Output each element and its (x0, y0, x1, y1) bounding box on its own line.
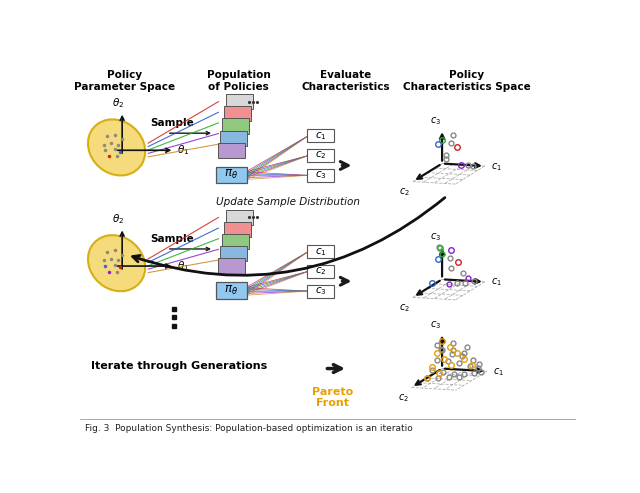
Text: $c_2$: $c_2$ (398, 392, 409, 404)
Text: $\pi_\theta$: $\pi_\theta$ (224, 284, 238, 297)
FancyBboxPatch shape (222, 234, 248, 249)
Text: Pareto
Front: Pareto Front (312, 387, 353, 408)
FancyBboxPatch shape (307, 169, 334, 182)
Text: $c_1$: $c_1$ (491, 161, 502, 173)
Text: Evaluate
Characteristics: Evaluate Characteristics (301, 70, 390, 92)
Ellipse shape (88, 235, 145, 291)
Text: Update Sample Distribution: Update Sample Distribution (216, 198, 360, 208)
Text: $c_1$: $c_1$ (493, 366, 504, 378)
Text: $c_3$: $c_3$ (315, 285, 326, 297)
Text: $c_1$: $c_1$ (315, 246, 326, 257)
FancyBboxPatch shape (307, 149, 334, 162)
Text: $c_1$: $c_1$ (315, 130, 326, 142)
Text: $c_2$: $c_2$ (399, 302, 410, 314)
FancyBboxPatch shape (307, 284, 334, 298)
Text: $c_3$: $c_3$ (429, 319, 441, 331)
Text: $c_3$: $c_3$ (429, 231, 441, 243)
Text: Population
of Policies: Population of Policies (207, 70, 271, 92)
FancyBboxPatch shape (226, 94, 253, 109)
FancyBboxPatch shape (218, 142, 244, 158)
FancyArrowPatch shape (132, 198, 445, 275)
Text: Fig. 3  Population Synthesis: Population-based optimization is an iteratio: Fig. 3 Population Synthesis: Population-… (85, 423, 413, 432)
FancyBboxPatch shape (218, 258, 244, 274)
FancyBboxPatch shape (224, 222, 251, 237)
Text: Sample: Sample (150, 118, 194, 128)
FancyBboxPatch shape (222, 118, 248, 134)
FancyBboxPatch shape (216, 167, 246, 183)
FancyBboxPatch shape (216, 282, 246, 299)
Text: Policy
Characteristics Space: Policy Characteristics Space (403, 70, 531, 92)
Text: Iterate through Generations: Iterate through Generations (91, 361, 268, 371)
Ellipse shape (88, 119, 145, 176)
FancyBboxPatch shape (220, 131, 246, 146)
Text: $c_2$: $c_2$ (315, 265, 326, 277)
Text: $\pi_\theta$: $\pi_\theta$ (224, 169, 238, 181)
Text: $\theta_1$: $\theta_1$ (177, 259, 189, 273)
Text: Policy
Parameter Space: Policy Parameter Space (74, 70, 175, 92)
Text: $\theta_2$: $\theta_2$ (112, 212, 124, 226)
FancyBboxPatch shape (307, 129, 334, 142)
Text: $c_3$: $c_3$ (315, 170, 326, 181)
FancyBboxPatch shape (226, 210, 253, 225)
Text: $c_3$: $c_3$ (429, 116, 441, 127)
Text: $c_2$: $c_2$ (315, 150, 326, 162)
FancyBboxPatch shape (307, 265, 334, 278)
Text: Sample: Sample (150, 234, 194, 244)
FancyBboxPatch shape (220, 246, 246, 261)
Text: $\theta_2$: $\theta_2$ (112, 96, 124, 110)
FancyBboxPatch shape (224, 106, 251, 121)
Text: $c_2$: $c_2$ (399, 186, 410, 198)
FancyBboxPatch shape (307, 245, 334, 258)
Text: $\theta_1$: $\theta_1$ (177, 143, 189, 157)
Text: $c_1$: $c_1$ (491, 277, 502, 288)
